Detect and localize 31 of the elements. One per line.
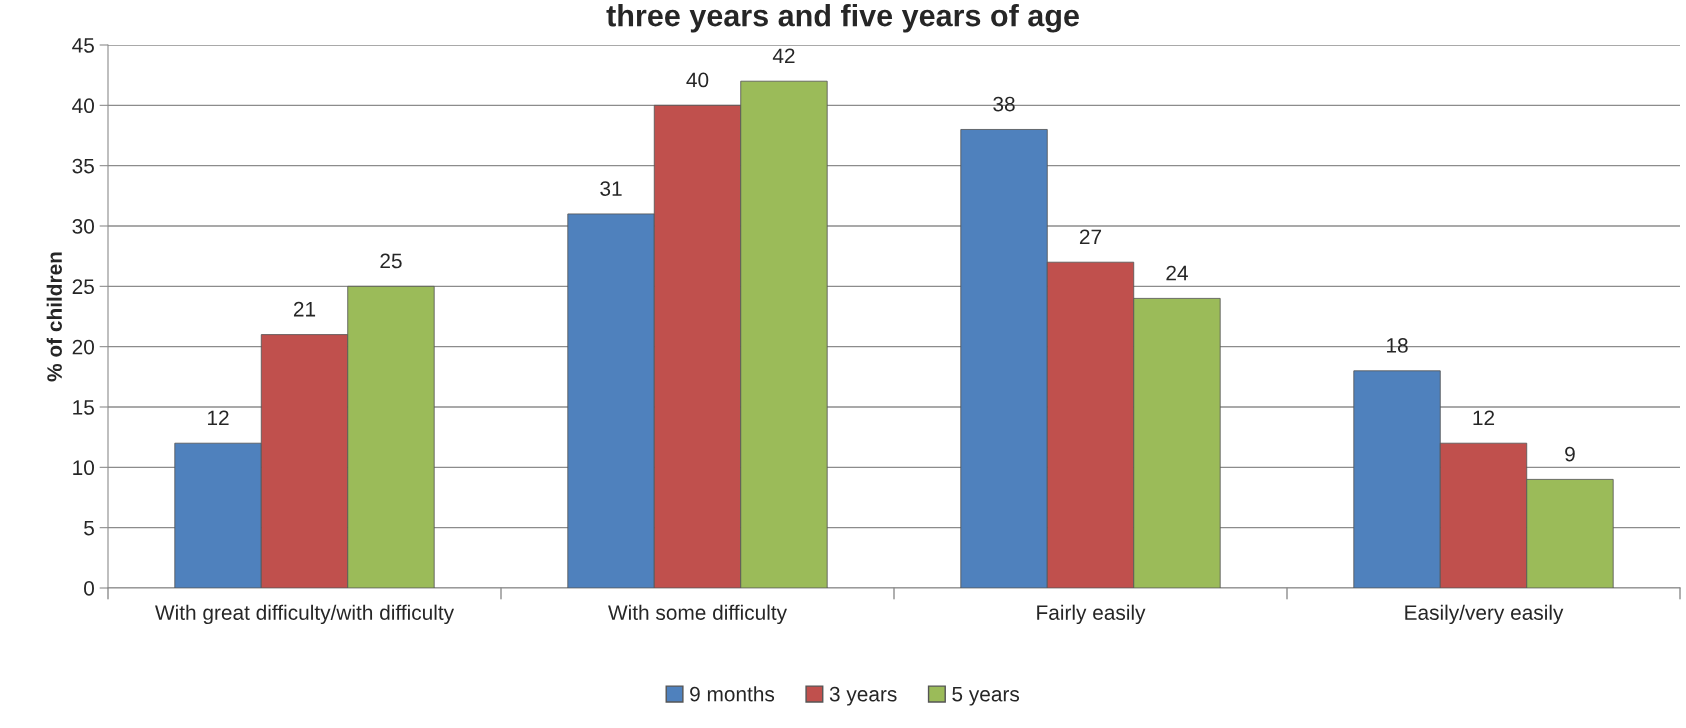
data-label: 31: [600, 181, 622, 196]
y-tick-label: 20: [72, 339, 94, 355]
y-tick-label: 10: [73, 460, 94, 476]
y-tick-label: 15: [73, 400, 94, 415]
x-tick-label: With some difficulty: [608, 604, 787, 625]
y-tick-label: 5: [84, 520, 94, 536]
data-label: 12: [208, 410, 229, 425]
data-label: 18: [1387, 338, 1408, 353]
chart-title: three years and five years of age: [606, 4, 1079, 33]
y-tick-label: 30: [72, 219, 94, 234]
legend-label: 5 years: [952, 686, 1020, 706]
x-tick-label: Easily/very easily: [1405, 604, 1564, 625]
data-label: 40: [686, 72, 709, 88]
data-label: 25: [380, 253, 402, 269]
y-tick-label: 25: [72, 279, 94, 295]
data-label: 24: [1166, 265, 1188, 281]
x-tick-label: With great difficulty/with difficulty: [155, 604, 455, 625]
data-label: 12: [1473, 410, 1495, 425]
y-tick-label: 0: [84, 581, 94, 596]
y-tick-label: 40: [72, 98, 94, 114]
data-label: 9: [1565, 446, 1575, 462]
data-label: 21: [293, 301, 316, 317]
x-tick-label: Fairly easily: [1037, 604, 1146, 625]
data-label: 27: [1079, 229, 1102, 244]
data-label: 42: [772, 48, 795, 63]
data-label: 38: [993, 96, 1015, 112]
y-tick-label: 35: [72, 158, 94, 174]
y-tick-label: 45: [72, 38, 94, 53]
y-axis-title: % of children: [46, 252, 62, 382]
legend-label: 9 months: [690, 686, 775, 702]
legend-label: 3 years: [829, 686, 897, 706]
